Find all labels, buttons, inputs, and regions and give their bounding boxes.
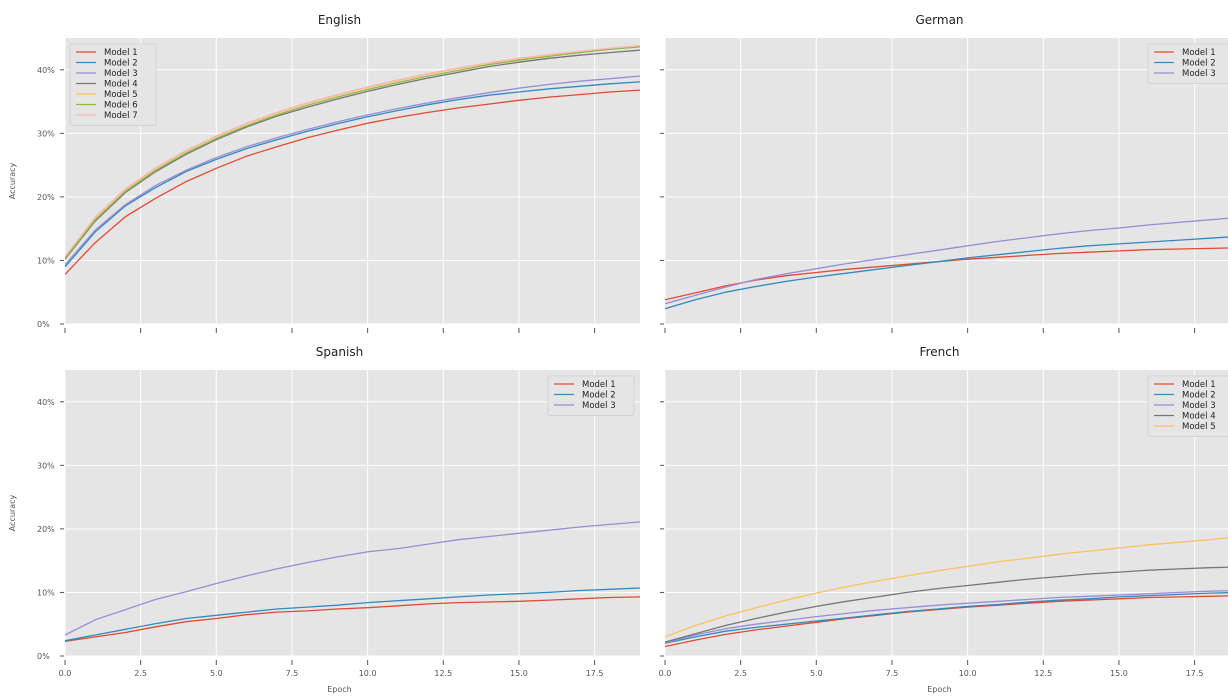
legend-label: Model 6: [104, 101, 138, 111]
y-axis-label: Accuracy: [8, 494, 17, 531]
legend-label: Model 4: [104, 80, 138, 90]
series-line-model-2: [65, 587, 640, 642]
y-tick-label: 0%: [37, 652, 50, 661]
legend-label: Model 5: [104, 90, 138, 100]
series-line-model-2: [665, 236, 1228, 310]
x-tick-label: 7.5: [886, 669, 899, 678]
legend-label: Model 3: [582, 401, 616, 411]
legend-label: Model 3: [104, 69, 138, 79]
plot-area: [665, 38, 1228, 324]
legend-label: Model 1: [1182, 48, 1216, 58]
x-axis-label: Epoch: [327, 685, 352, 694]
legend-label: Model 2: [104, 59, 138, 69]
y-tick-label: 10%: [37, 256, 55, 265]
series-line-model-3: [665, 217, 1228, 305]
x-tick-label: 7.5: [286, 669, 299, 678]
legend-label: Model 2: [1182, 59, 1216, 69]
x-tick-label: 15.0: [1110, 669, 1128, 678]
x-tick-label: 12.5: [434, 669, 452, 678]
series-line-model-1: [65, 89, 640, 275]
x-tick-label: 5.0: [810, 669, 823, 678]
series-line-model-3: [65, 75, 640, 266]
series-line-model-5: [665, 537, 1228, 638]
x-tick-label: 15.0: [510, 669, 528, 678]
series-line-model-1: [65, 596, 640, 643]
series-line-model-4: [665, 566, 1228, 643]
y-tick-label: 10%: [37, 588, 55, 597]
y-tick-label: 40%: [37, 398, 55, 407]
legend-label: Model 7: [104, 111, 138, 121]
y-tick-label: 0%: [37, 320, 50, 329]
legend-box: [1147, 375, 1228, 437]
y-axis-label: Accuracy: [8, 162, 17, 199]
x-axis-label: Epoch: [927, 685, 952, 694]
legend-label: Model 1: [1182, 380, 1216, 390]
x-tick-label: 17.5: [1186, 669, 1204, 678]
series-line-model-2: [65, 81, 640, 268]
y-tick-label: 30%: [37, 129, 55, 138]
legend-label: Model 3: [1182, 401, 1216, 411]
y-tick-label: 20%: [37, 525, 55, 534]
x-tick-label: 0.0: [59, 669, 72, 678]
legend-label: Model 5: [1182, 422, 1216, 432]
series-line-model-4: [65, 49, 640, 260]
x-tick-label: 17.5: [586, 669, 604, 678]
x-tick-label: 5.0: [210, 669, 223, 678]
x-tick-label: 10.0: [359, 669, 377, 678]
series-line-model-2: [665, 592, 1228, 644]
x-tick-label: 10.0: [959, 669, 977, 678]
y-tick-label: 40%: [37, 66, 55, 75]
chart-title: French: [920, 345, 960, 359]
series-line-model-7: [65, 44, 640, 257]
legend-label: Model 4: [1182, 412, 1216, 422]
x-tick-label: 2.5: [134, 669, 147, 678]
chart-title: English: [318, 13, 361, 27]
legend-label: Model 3: [1182, 69, 1216, 79]
chart-title: German: [915, 13, 963, 27]
chart-title: Spanish: [316, 345, 363, 359]
legend-label: Model 1: [582, 380, 616, 390]
legend-label: Model 2: [1182, 391, 1216, 401]
plot-area: [665, 370, 1228, 656]
chart-spanish: 0% 10% 20% 30% 40% 0.0 2.5 5.0 7.5 10.0 12.5 15.0 17…: [8, 345, 640, 694]
legend-label: Model 2: [582, 391, 616, 401]
x-tick-label: 2.5: [734, 669, 747, 678]
y-tick-label: 20%: [37, 193, 55, 202]
x-tick-label: 0.0: [659, 669, 672, 678]
x-tick-label: 12.5: [1034, 669, 1052, 678]
series-line-model-6: [65, 46, 640, 259]
y-tick-label: 30%: [37, 461, 55, 470]
series-line-model-3: [65, 521, 640, 636]
legend-label: Model 1: [104, 48, 138, 58]
chart-french: 0.0 2.5 5.0 7.5 10.0 12.5 15.0 17.5 French Epoch M…: [659, 345, 1228, 694]
series-line-model-3: [665, 590, 1228, 644]
